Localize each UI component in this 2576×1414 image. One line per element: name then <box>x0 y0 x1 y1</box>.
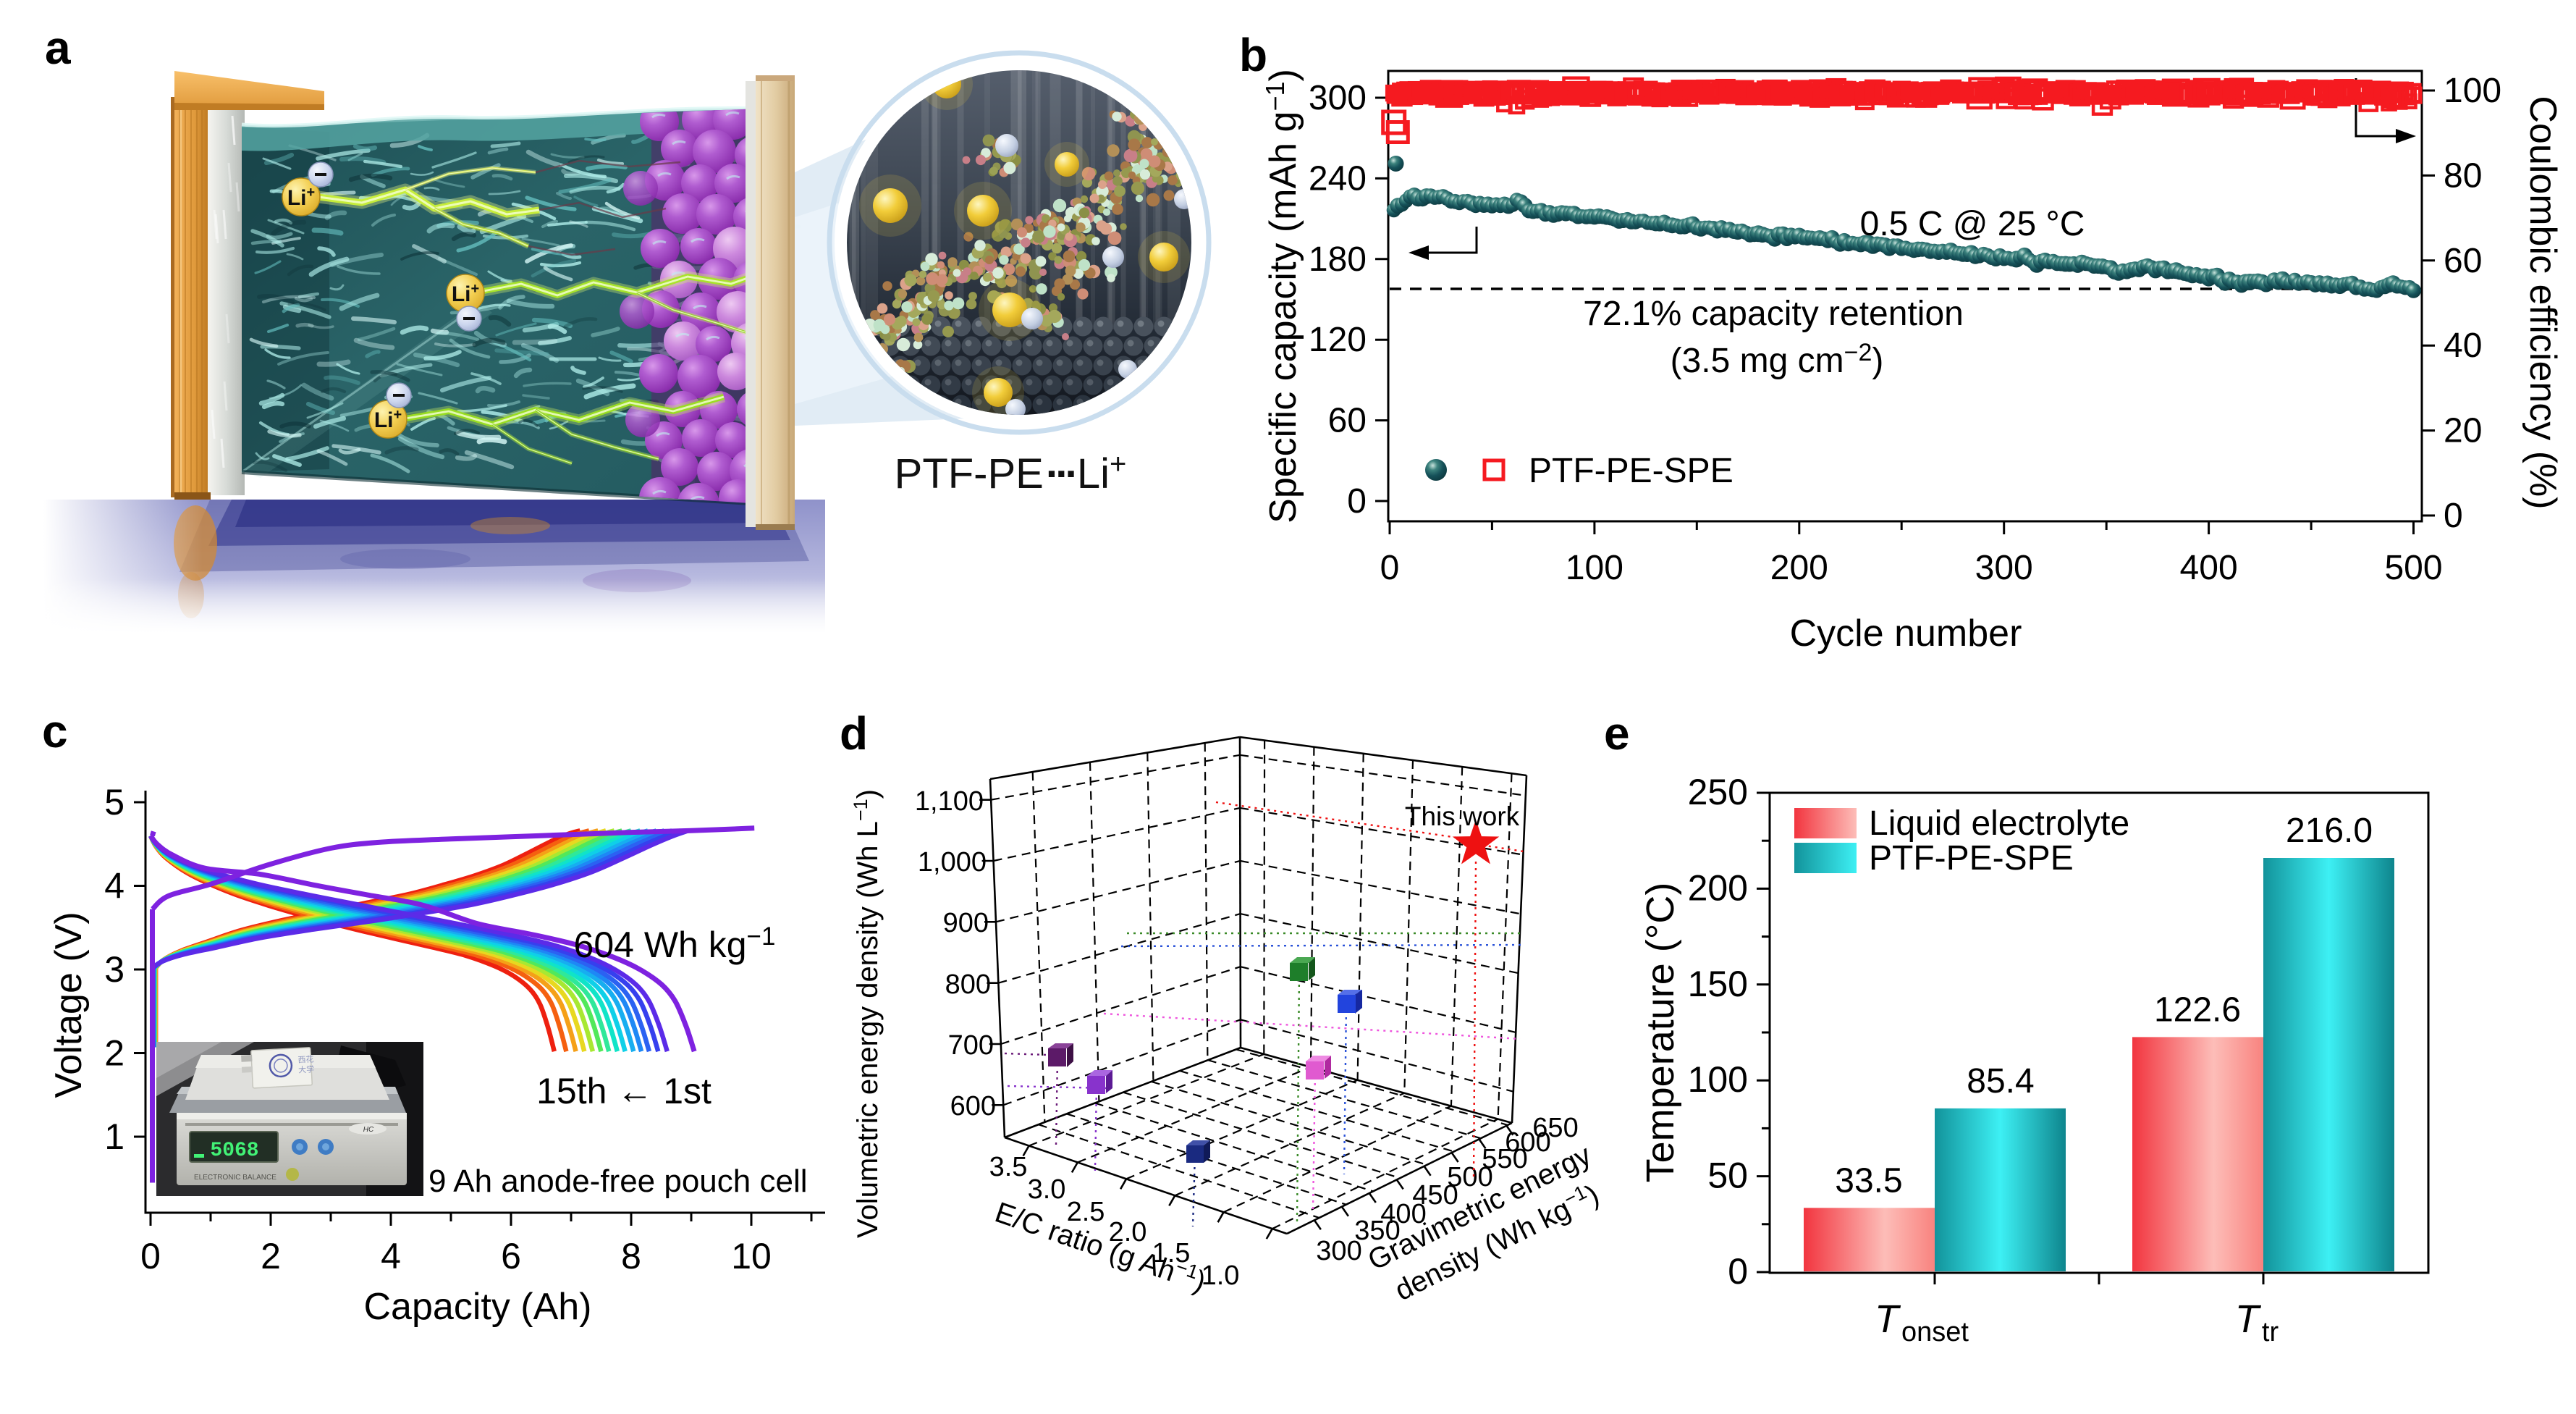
svg-text:650: 650 <box>1532 1113 1578 1143</box>
svg-text:250: 250 <box>1688 772 1748 812</box>
svg-text:Liquid electrolyte: Liquid electrolyte <box>1869 804 2129 843</box>
svg-text:100: 100 <box>2444 72 2501 110</box>
svg-text:122.6: 122.6 <box>2154 990 2241 1029</box>
svg-text:b: b <box>1239 29 1267 81</box>
svg-text:d: d <box>840 707 868 759</box>
svg-text:Temperature (°C): Temperature (°C) <box>1639 883 1682 1183</box>
svg-text:PTF-PE-SPE: PTF-PE-SPE <box>1529 452 1733 490</box>
svg-text:Voltage (V): Voltage (V) <box>48 912 90 1098</box>
svg-text:100: 100 <box>1566 549 1623 587</box>
svg-text:0: 0 <box>1380 549 1400 587</box>
svg-text:200: 200 <box>1688 867 1748 908</box>
svg-text:3.5: 3.5 <box>989 1152 1028 1182</box>
svg-text:5068: 5068 <box>210 1140 258 1162</box>
svg-text:350: 350 <box>1354 1216 1400 1246</box>
svg-text:1,100: 1,100 <box>915 786 984 817</box>
svg-text:1: 1 <box>104 1116 124 1157</box>
svg-text:150: 150 <box>1688 964 1748 1004</box>
svg-text:85.4: 85.4 <box>1967 1062 2034 1101</box>
svg-text:2.5: 2.5 <box>1067 1197 1105 1227</box>
svg-text:4: 4 <box>381 1236 401 1276</box>
svg-text:120: 120 <box>1309 321 1367 359</box>
svg-text:9 Ah anode-free pouch cell: 9 Ah anode-free pouch cell <box>428 1163 808 1199</box>
svg-text:300: 300 <box>1975 549 2033 587</box>
svg-text:HC: HC <box>363 1126 374 1134</box>
svg-text:ELECTRONIC BALANCE: ELECTRONIC BALANCE <box>194 1174 276 1182</box>
svg-text:6: 6 <box>501 1236 521 1276</box>
svg-text:216.0: 216.0 <box>2286 812 2373 850</box>
svg-text:450: 450 <box>1412 1180 1458 1211</box>
svg-text:2: 2 <box>261 1236 281 1276</box>
svg-text:72.1% capacity retention: 72.1% capacity retention <box>1583 295 1964 333</box>
svg-text:Cycle number: Cycle number <box>1790 613 2022 655</box>
svg-text:c: c <box>42 705 68 757</box>
svg-text:200: 200 <box>1770 549 1828 587</box>
svg-text:40: 40 <box>2444 327 2482 365</box>
svg-text:0: 0 <box>1347 482 1367 521</box>
svg-text:大学: 大学 <box>298 1064 315 1074</box>
svg-text:0: 0 <box>2444 497 2463 535</box>
svg-text:Volumetric energy density (Wh: Volumetric energy density (Wh L−1) <box>850 789 884 1238</box>
svg-text:3: 3 <box>104 949 124 990</box>
svg-text:0: 0 <box>140 1236 161 1276</box>
svg-text:600: 600 <box>950 1091 996 1121</box>
svg-text:600: 600 <box>1505 1127 1550 1158</box>
svg-text:0.5 C @ 25 °C: 0.5 C @ 25 °C <box>1860 205 2085 243</box>
svg-text:60: 60 <box>1328 402 1367 440</box>
svg-text:900: 900 <box>943 908 989 938</box>
svg-text:2.0: 2.0 <box>1109 1217 1147 1247</box>
svg-text:2: 2 <box>104 1033 124 1074</box>
svg-text:60: 60 <box>2444 242 2482 280</box>
svg-text:33.5: 33.5 <box>1835 1161 1902 1200</box>
svg-text:550: 550 <box>1482 1144 1527 1174</box>
svg-text:PTF-PE···Li+: PTF-PE···Li+ <box>895 448 1127 497</box>
svg-text:a: a <box>45 22 71 74</box>
svg-text:0: 0 <box>1728 1251 1748 1292</box>
svg-text:e: e <box>1604 707 1630 759</box>
svg-text:1,000: 1,000 <box>918 847 987 878</box>
svg-text:PTF-PE-SPE: PTF-PE-SPE <box>1869 839 2074 878</box>
svg-text:20: 20 <box>2444 412 2482 450</box>
svg-text:4: 4 <box>104 866 124 906</box>
svg-text:800: 800 <box>945 969 991 1000</box>
svg-text:400: 400 <box>1380 1199 1426 1229</box>
svg-text:15th ← 1st: 15th ← 1st <box>536 1071 711 1111</box>
svg-text:5: 5 <box>104 782 124 822</box>
svg-text:300: 300 <box>1309 79 1367 117</box>
svg-text:西花: 西花 <box>297 1055 314 1065</box>
svg-text:500: 500 <box>1447 1162 1492 1192</box>
svg-text:1.5: 1.5 <box>1152 1238 1191 1268</box>
svg-text:Specific capacity (mAh g−1): Specific capacity (mAh g−1) <box>1260 69 1304 523</box>
svg-text:604 Wh kg−1: 604 Wh kg−1 <box>574 922 776 965</box>
svg-text:240: 240 <box>1309 159 1367 198</box>
svg-text:80: 80 <box>2444 156 2482 195</box>
svg-text:700: 700 <box>948 1030 994 1061</box>
svg-text:3.0: 3.0 <box>1028 1174 1066 1205</box>
svg-text:1.0: 1.0 <box>1202 1261 1240 1291</box>
svg-text:180: 180 <box>1309 240 1367 279</box>
svg-text:10: 10 <box>731 1236 772 1276</box>
svg-text:Capacity (Ah): Capacity (Ah) <box>364 1286 592 1328</box>
svg-text:8: 8 <box>621 1236 641 1276</box>
svg-text:400: 400 <box>2180 549 2238 587</box>
svg-text:300: 300 <box>1316 1236 1361 1266</box>
svg-text:This work: This work <box>1405 801 1520 831</box>
svg-text:Coulombic efficiency (%): Coulombic efficiency (%) <box>2522 96 2564 509</box>
svg-text:50: 50 <box>1707 1156 1748 1196</box>
svg-text:100: 100 <box>1688 1059 1748 1100</box>
svg-text:500: 500 <box>2384 549 2442 587</box>
